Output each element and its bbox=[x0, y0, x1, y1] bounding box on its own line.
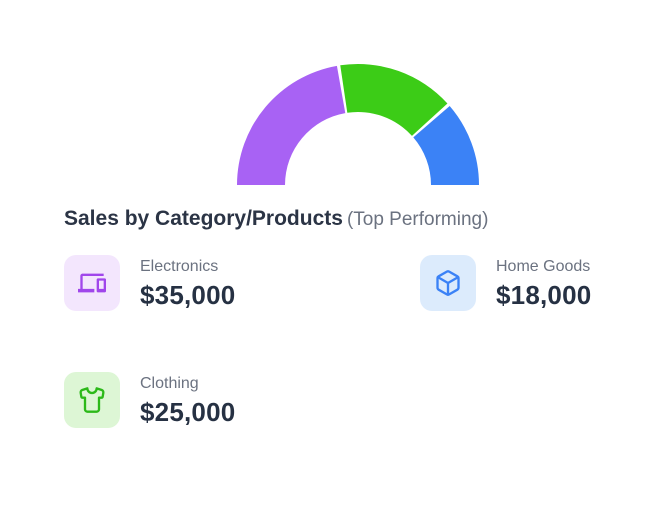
electronics-icon-box bbox=[64, 255, 120, 311]
sales-gauge-chart-area bbox=[0, 0, 669, 190]
category-label: Clothing bbox=[140, 374, 199, 392]
category-value: $18,000 bbox=[496, 279, 592, 310]
page-title: Sales by Category/Products (Top Performin… bbox=[64, 205, 669, 234]
home-goods-icon-box bbox=[420, 255, 476, 311]
category-value: $25,000 bbox=[140, 396, 236, 427]
donut-segment-electronics bbox=[237, 65, 346, 185]
box-icon bbox=[436, 270, 460, 296]
category-label: Electronics bbox=[140, 257, 219, 275]
category-label: Home Goods bbox=[496, 257, 591, 275]
legend-item-electronics: Electronics $35,000 bbox=[64, 255, 420, 311]
clothing-icon-box bbox=[64, 372, 120, 428]
category-legend: Electronics $35,000 Home Goods $18,000 C… bbox=[64, 255, 669, 428]
page-title-main: Sales by Category/Products bbox=[64, 207, 343, 230]
legend-item-clothing: Clothing $25,000 bbox=[64, 372, 420, 428]
shirt-icon bbox=[79, 387, 105, 413]
devices-icon bbox=[78, 273, 106, 293]
category-value: $35,000 bbox=[140, 279, 236, 310]
donut-segment-home-goods bbox=[413, 106, 479, 185]
sales-donut-chart bbox=[237, 64, 479, 185]
legend-item-home-goods: Home Goods $18,000 bbox=[420, 255, 669, 311]
donut-segment-clothing bbox=[340, 64, 448, 136]
page-title-suffix: (Top Performing) bbox=[346, 209, 489, 230]
